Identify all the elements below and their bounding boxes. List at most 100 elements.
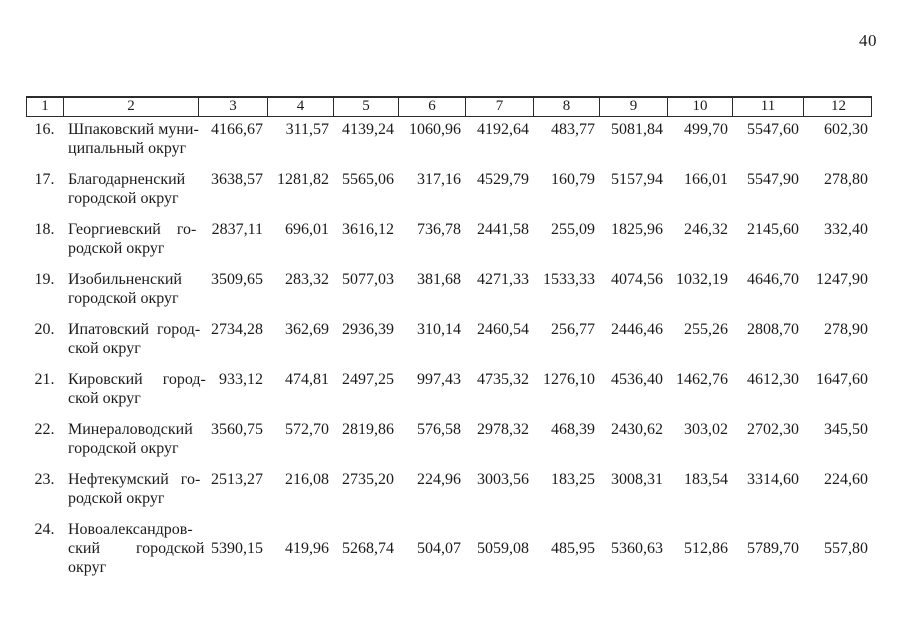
municipality-name: Шпаковский муни-ципальный округ	[63, 120, 199, 158]
value-cell: 255,26	[684, 321, 728, 338]
name-line: ский городской	[68, 540, 205, 557]
value-cell: 216,08	[285, 471, 329, 488]
value-cell: 1462,76	[676, 371, 728, 388]
value-cell: 2819,86	[342, 421, 394, 438]
municipality-name: Нефтекумский го-родской округ	[63, 470, 201, 508]
header-cell: 11	[733, 98, 804, 116]
value-cell: 5360,63	[611, 540, 663, 557]
row-number: 23.	[34, 471, 55, 488]
value-cell: 166,01	[684, 171, 728, 188]
value-cell: 512,86	[684, 540, 728, 557]
data-table: 1 2 3 4 5 6 7 8 9 10 11 12 16. Шпаковский муни-ципал…	[26, 96, 872, 589]
value-cell: 474,81	[285, 371, 329, 388]
table-row: 22. Минераловодский городской округ 3560,75…	[26, 420, 872, 458]
table-body: 16. Шпаковский муни-ципальный округ 4166,6…	[26, 117, 872, 577]
value-cell: 4735,32	[477, 371, 529, 388]
value-cell: 485,95	[551, 540, 595, 557]
table-row: 21. Кировский город-ской округ 933,12 474,8…	[26, 370, 872, 408]
value-cell: 3560,75	[211, 421, 263, 438]
value-cell: 224,60	[824, 471, 868, 488]
name-line: городской округ	[68, 440, 179, 457]
header-cell: 3	[199, 98, 268, 116]
name-line: Минераловодский	[68, 421, 193, 438]
value-cell: 311,57	[285, 121, 329, 138]
row-number: 24.	[34, 521, 55, 538]
value-cell: 5565,06	[342, 171, 394, 188]
value-cell: 310,14	[417, 321, 461, 338]
value-cell: 4646,70	[747, 271, 799, 288]
name-line: городской округ	[68, 290, 179, 307]
name-line: Изобильненский	[68, 271, 182, 288]
value-cell: 997,43	[417, 371, 461, 388]
value-cell: 2513,27	[211, 471, 263, 488]
name-line: Новоалександров-	[68, 521, 193, 538]
value-cell: 572,70	[285, 421, 329, 438]
municipality-name: Благодарненский городской округ	[63, 170, 198, 208]
value-cell: 4074,56	[611, 271, 663, 288]
value-cell: 1060,96	[409, 121, 461, 138]
row-number: 20.	[34, 321, 55, 338]
header-cell: 10	[668, 98, 733, 116]
value-cell: 5789,70	[747, 540, 799, 557]
value-cell: 4612,30	[747, 371, 799, 388]
value-cell: 5077,03	[342, 271, 394, 288]
value-cell: 183,54	[684, 471, 728, 488]
table-row: 17. Благодарненский городской округ 3638,57…	[26, 170, 872, 208]
value-cell: 255,09	[551, 221, 595, 238]
header-cell: 6	[399, 98, 466, 116]
value-cell: 4536,40	[611, 371, 663, 388]
value-cell: 2497,25	[342, 371, 394, 388]
value-cell: 3008,31	[611, 471, 663, 488]
value-cell: 499,70	[684, 121, 728, 138]
value-cell: 933,12	[219, 371, 263, 388]
value-cell: 5081,84	[611, 121, 663, 138]
municipality-name: Изобильненский городской округ	[63, 270, 198, 308]
header-cell: 1	[27, 98, 64, 116]
municipality-name: Новоалександров-ский городской округ	[63, 520, 205, 577]
municipality-name: Георгиевский го-родской округ	[63, 220, 198, 258]
value-cell: 4166,67	[211, 121, 263, 138]
value-cell: 256,77	[551, 321, 595, 338]
municipality-name: Минераловодский городской округ	[63, 420, 198, 458]
table-row: 18. Георгиевский го-родской округ 2837,11 6…	[26, 220, 872, 258]
name-line: округ	[68, 559, 107, 576]
value-cell: 3509,65	[211, 271, 263, 288]
value-cell: 602,30	[824, 121, 868, 138]
value-cell: 3314,60	[747, 471, 799, 488]
page-number: 40	[859, 31, 877, 50]
value-cell: 2936,39	[342, 321, 394, 338]
value-cell: 483,77	[551, 121, 595, 138]
value-cell: 224,96	[417, 471, 461, 488]
name-line: ципальный округ	[68, 140, 187, 157]
value-cell: 183,25	[551, 471, 595, 488]
value-cell: 2702,30	[747, 421, 799, 438]
row-number: 22.	[34, 421, 55, 438]
value-cell: 1647,60	[816, 371, 868, 388]
value-cell: 736,78	[417, 221, 461, 238]
table-row: 19. Изобильненский городской округ 3509,65 2…	[26, 270, 872, 308]
value-cell: 4271,33	[477, 271, 529, 288]
name-line: Благодарненский	[68, 171, 186, 188]
name-line: Шпаковский муни-	[68, 121, 199, 138]
value-cell: 1032,19	[676, 271, 728, 288]
value-cell: 2430,62	[611, 421, 663, 438]
name-line: Нефтекумский го-	[68, 471, 201, 488]
name-line: ской округ	[68, 390, 141, 407]
header-cell: 9	[600, 98, 668, 116]
value-cell: 2978,32	[477, 421, 529, 438]
table-row: 24. Новоалександров-ский городской округ 53…	[26, 520, 872, 577]
header-cell: 4	[268, 98, 334, 116]
value-cell: 557,80	[824, 540, 868, 557]
value-cell: 381,68	[417, 271, 461, 288]
row-number: 19.	[34, 271, 55, 288]
value-cell: 5547,60	[747, 121, 799, 138]
value-cell: 696,01	[285, 221, 329, 238]
value-cell: 332,40	[824, 221, 868, 238]
value-cell: 1281,82	[277, 171, 329, 188]
value-cell: 2446,46	[611, 321, 663, 338]
municipality-name: Кировский город-ской округ	[63, 370, 206, 408]
header-cell: 5	[334, 98, 399, 116]
value-cell: 283,32	[285, 271, 329, 288]
row-number: 17.	[34, 171, 55, 188]
